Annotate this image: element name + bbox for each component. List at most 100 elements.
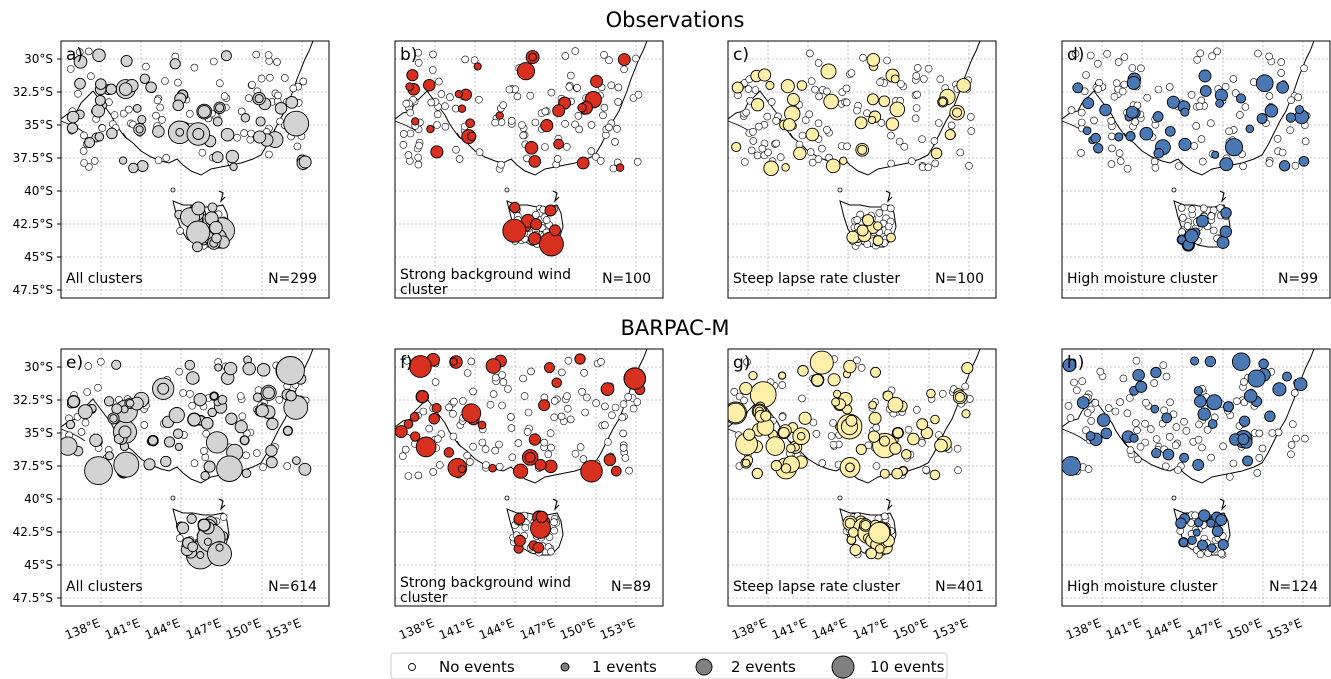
station-no-event-marker — [763, 112, 772, 121]
count-label: N=614 — [268, 579, 317, 595]
station-event-marker — [443, 447, 455, 458]
station-event-marker — [485, 358, 502, 374]
station-event-marker — [1204, 355, 1217, 368]
station-no-event-marker — [463, 451, 471, 460]
station-no-event-marker — [619, 429, 627, 438]
station-no-event-marker — [740, 396, 748, 405]
station-no-event-marker — [546, 429, 555, 437]
legend: No events 1 events 2 events 10 events — [390, 652, 948, 679]
station-event-marker — [867, 115, 877, 125]
station-event-marker — [298, 155, 312, 169]
station-no-event-marker — [1096, 367, 1105, 376]
station-no-event-marker — [1291, 161, 1300, 170]
station-no-event-marker — [541, 107, 550, 116]
station-no-event-marker — [883, 56, 891, 65]
station-no-event-marker — [441, 122, 450, 131]
station-event-marker — [1285, 112, 1297, 123]
station-no-event-marker — [918, 439, 926, 447]
station-event-marker — [283, 110, 310, 137]
station-no-event-marker — [815, 92, 823, 101]
station-no-event-marker — [161, 77, 169, 85]
station-no-event-marker — [425, 424, 434, 433]
station-no-event-marker — [87, 72, 95, 81]
station-event-marker — [192, 241, 203, 253]
station-event-marker — [1198, 509, 1211, 522]
station-event-marker — [193, 392, 207, 407]
station-event-marker — [513, 463, 529, 479]
station-event-marker — [411, 117, 420, 126]
station-no-event-marker — [299, 77, 308, 86]
station-event-marker — [1076, 396, 1090, 409]
station-event-marker — [274, 102, 288, 115]
station-event-marker — [94, 94, 106, 106]
station-no-event-marker — [807, 77, 816, 86]
station-event-marker — [952, 107, 963, 118]
station-event-marker — [886, 232, 896, 243]
y-tick-label: 42.5°S — [13, 525, 53, 539]
station-no-event-marker — [1077, 149, 1085, 157]
station-no-event-marker — [913, 90, 921, 99]
station-event-marker — [848, 527, 859, 538]
station-event-marker — [406, 69, 419, 82]
station-no-event-marker — [431, 378, 440, 386]
station-event-marker — [846, 230, 860, 244]
cluster-label: Steep lapse rate cluster — [733, 579, 900, 595]
station-event-marker — [540, 119, 554, 133]
station-no-event-marker — [162, 154, 171, 162]
station-event-marker — [805, 127, 820, 142]
station-event-marker — [197, 105, 211, 119]
station-event-marker — [125, 399, 135, 408]
station-no-event-marker — [1193, 55, 1201, 64]
station-no-event-marker — [414, 48, 423, 57]
station-no-event-marker — [399, 452, 407, 460]
station-event-marker — [65, 419, 76, 430]
station-no-event-marker — [245, 94, 253, 103]
station-event-marker — [1161, 412, 1173, 424]
station-event-marker — [172, 428, 184, 439]
station-event-marker — [796, 80, 808, 91]
station-event-marker — [285, 96, 299, 109]
station-no-event-marker — [1154, 85, 1163, 94]
station-no-event-marker — [1277, 69, 1285, 77]
station-event-marker — [163, 436, 176, 448]
station-event-marker — [524, 451, 536, 463]
station-no-event-marker — [1120, 80, 1129, 89]
station-event-marker — [551, 377, 562, 388]
station-no-event-marker — [930, 137, 939, 145]
map-panel-c: c) Steep lapse rate cluster N=100 — [727, 40, 997, 299]
station-no-event-marker — [83, 388, 92, 396]
station-event-marker — [524, 141, 539, 155]
station-event-marker — [1085, 431, 1096, 441]
station-no-event-marker — [1198, 443, 1206, 452]
station-no-event-marker — [1187, 90, 1196, 99]
station-event-marker — [143, 458, 156, 471]
station-no-event-marker — [550, 526, 558, 535]
station-no-event-marker — [599, 111, 607, 120]
station-event-marker — [409, 412, 420, 422]
station-no-event-marker — [1255, 429, 1264, 438]
station-event-marker — [1125, 105, 1139, 119]
station-no-event-marker — [965, 162, 973, 170]
station-no-event-marker — [900, 142, 909, 151]
count-label: N=299 — [268, 271, 317, 287]
station-event-marker — [875, 544, 885, 554]
station-event-marker — [1150, 404, 1160, 414]
station-no-event-marker — [273, 58, 281, 66]
station-no-event-marker — [98, 124, 107, 132]
station-no-event-marker — [753, 151, 762, 160]
station-no-event-marker — [1217, 549, 1226, 558]
count-label: N=89 — [611, 579, 651, 595]
station-event-marker — [95, 78, 107, 90]
x-tick-label: 153°E — [931, 616, 970, 643]
station-no-event-marker — [827, 432, 836, 440]
station-no-event-marker — [842, 84, 851, 93]
station-no-event-marker — [152, 111, 160, 120]
station-no-event-marker — [847, 69, 856, 77]
y-tick-label: 45°S — [24, 250, 53, 264]
station-no-event-marker — [1239, 162, 1247, 171]
y-tick-label: 42.5°S — [13, 217, 53, 231]
station-event-marker — [186, 371, 200, 385]
station-event-marker — [782, 118, 796, 132]
station-event-marker — [528, 231, 542, 246]
